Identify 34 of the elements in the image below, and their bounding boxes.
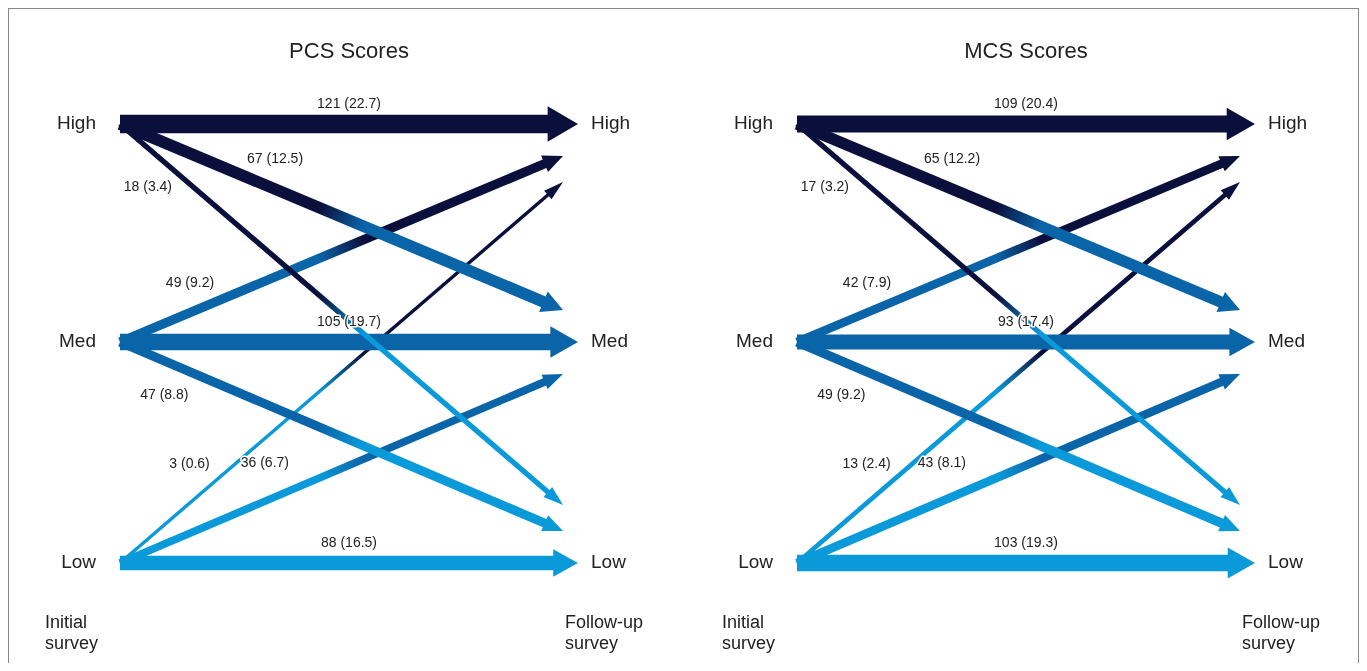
text: Follow-up survey — [1242, 611, 1321, 653]
data-label: 67 (12.5) — [247, 149, 304, 166]
data-label: 43 (8.1) — [917, 453, 966, 470]
data-label: 109 (20.4) — [994, 94, 1058, 111]
data-label: 13 (2.4) — [842, 454, 891, 471]
text: MCS Scores — [964, 37, 1088, 63]
category-label: High — [591, 112, 631, 134]
data-label: 42 (7.9) — [842, 274, 892, 291]
text: Initial survey — [722, 611, 776, 653]
text: Follow-up survey — [565, 611, 644, 653]
text: PCS Scores — [289, 37, 409, 63]
data-label: 103 (19.3) — [994, 533, 1058, 550]
category-label: High — [733, 112, 773, 134]
data-label: 121 (22.7) — [317, 94, 381, 111]
category-label: Low — [738, 551, 774, 573]
category-label: Low — [61, 551, 97, 573]
category-label: Med — [736, 330, 773, 352]
text: Initial survey — [45, 611, 99, 653]
category-label: Med — [591, 330, 628, 352]
category-label: High — [56, 112, 96, 134]
data-label: 47 (8.8) — [140, 385, 189, 402]
data-label: 49 (9.2) — [817, 385, 866, 402]
category-label: Low — [1268, 551, 1303, 573]
data-label: 88 (16.5) — [320, 533, 378, 550]
category-label: Low — [591, 551, 626, 573]
category-label: Med — [1268, 330, 1305, 352]
category-label: Med — [59, 330, 96, 352]
data-label: 3 (0.6) — [169, 454, 210, 471]
data-label: 65 (12.2) — [924, 149, 981, 166]
data-label: 17 (3.2) — [800, 177, 850, 194]
data-label: 18 (3.4) — [123, 177, 173, 194]
data-label: 36 (6.7) — [240, 453, 289, 470]
data-label: 49 (9.2) — [165, 274, 215, 291]
category-label: High — [1268, 112, 1308, 134]
